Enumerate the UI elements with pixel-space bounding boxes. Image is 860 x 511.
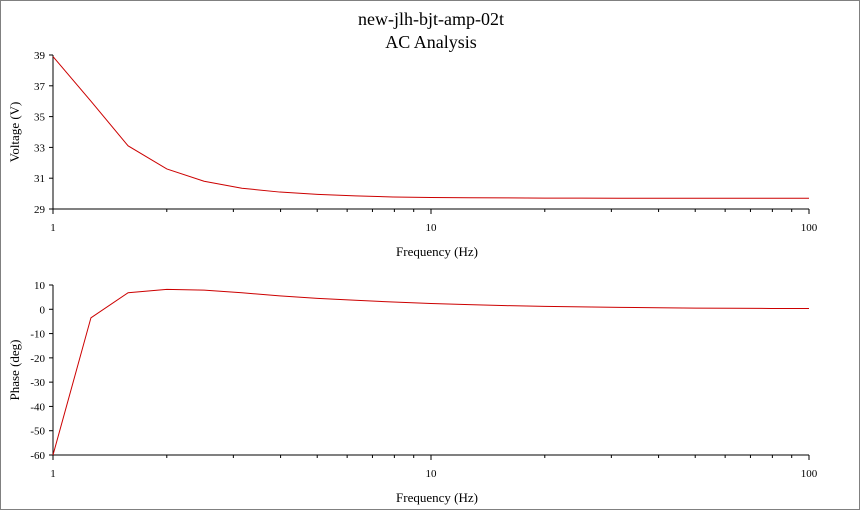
x-tick-label: 1 — [50, 468, 56, 480]
x-tick-label: 100 — [801, 222, 818, 234]
x-tick-label: 100 — [801, 468, 818, 480]
y-tick-label: 39 — [34, 50, 46, 62]
chart-title: new-jlh-bjt-amp-02t — [358, 9, 504, 29]
x-tick-label: 1 — [50, 222, 56, 234]
y-tick-label: -50 — [30, 426, 45, 438]
x-axis-label: Frequency (Hz) — [396, 490, 478, 505]
y-tick-label: -10 — [30, 329, 45, 341]
y-tick-label: 35 — [34, 112, 46, 124]
y-tick-label: 33 — [34, 142, 46, 154]
series-line — [52, 288, 810, 456]
x-tick-label: 10 — [426, 468, 438, 480]
y-axis-label: Voltage (V) — [7, 102, 22, 163]
x-tick-label: 10 — [426, 222, 438, 234]
y-tick-label: -60 — [30, 450, 45, 462]
y-tick-label: 29 — [34, 204, 46, 216]
y-tick-label: 31 — [34, 173, 45, 185]
y-axis-label: Phase (deg) — [7, 339, 22, 400]
y-tick-label: -40 — [30, 401, 45, 413]
y-tick-label: 37 — [34, 81, 46, 93]
y-tick-label: -20 — [30, 353, 45, 365]
x-axis-label: Frequency (Hz) — [396, 244, 478, 259]
voltage-plot: 39 37 35 33 31 29 1 10 100 Frequency (Hz) Voltage … — [7, 50, 818, 259]
chart-subtitle: AC Analysis — [385, 32, 477, 52]
y-tick-label: 0 — [40, 304, 46, 316]
series-line — [52, 56, 809, 199]
y-tick-label: 10 — [34, 280, 46, 292]
y-tick-label: -30 — [30, 377, 45, 389]
